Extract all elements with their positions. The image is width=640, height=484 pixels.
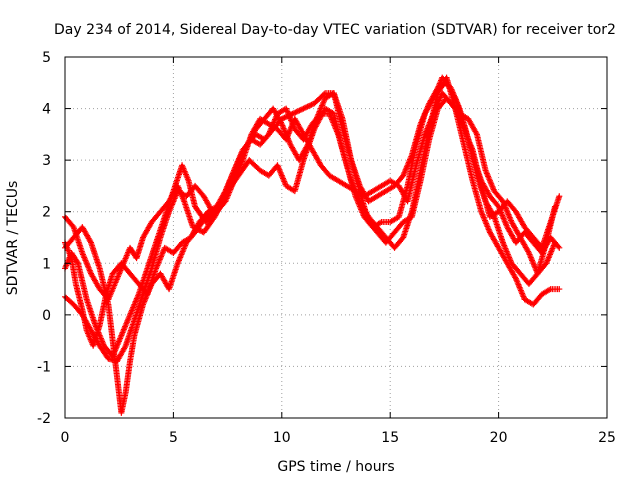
y-tick-label: -2 — [37, 411, 51, 427]
data-point — [292, 109, 299, 116]
data-point — [293, 108, 300, 115]
x-tick-label: 5 — [169, 430, 178, 446]
data-point — [320, 91, 327, 98]
data-point — [555, 243, 562, 250]
data-point — [300, 105, 307, 112]
data-point — [289, 110, 296, 117]
y-tick-label: 3 — [42, 153, 51, 169]
y-tick-label: 0 — [42, 308, 51, 324]
data-point — [295, 108, 302, 115]
y-tick-label: 2 — [42, 205, 51, 221]
plot-frame — [64, 56, 608, 419]
data-point — [290, 110, 297, 117]
x-tick-label: 25 — [598, 430, 616, 446]
x-tick-label: 10 — [273, 430, 291, 446]
data-point — [551, 239, 558, 246]
axis-ticks: 0 5 10 15 20 25 -2 -1 0 1 2 3 4 5 — [37, 50, 616, 446]
x-tick-label: 15 — [381, 430, 399, 446]
chart-title: Day 234 of 2014, Sidereal Day-to-day VTE… — [54, 22, 616, 38]
data-point — [305, 102, 312, 109]
series-trace-e — [62, 74, 558, 349]
data-point — [307, 102, 314, 109]
data-point — [299, 106, 306, 113]
data-point — [304, 103, 311, 110]
data-point — [556, 193, 563, 200]
data-point — [301, 104, 308, 111]
y-tick-label: 1 — [42, 256, 51, 272]
y-tick-label: -1 — [37, 359, 51, 375]
data-point — [296, 107, 303, 114]
data-point — [281, 114, 288, 121]
data-point — [308, 101, 315, 108]
y-axis-label: SDTVAR / TECUs — [5, 181, 21, 296]
data-point — [297, 106, 304, 113]
data-point — [551, 203, 558, 210]
x-tick-label: 20 — [490, 430, 508, 446]
data-series — [62, 74, 563, 416]
data-point — [74, 258, 81, 265]
y-tick-label: 5 — [42, 50, 51, 66]
y-tick-label: 4 — [42, 102, 51, 118]
data-point — [556, 286, 563, 293]
data-point — [303, 104, 310, 111]
data-point — [316, 112, 323, 119]
x-axis-label: GPS time / hours — [277, 459, 394, 475]
x-tick-label: 0 — [61, 430, 70, 446]
data-point — [556, 244, 563, 251]
